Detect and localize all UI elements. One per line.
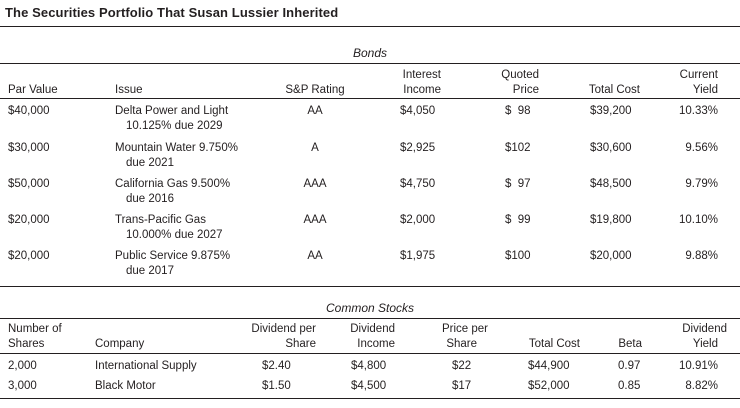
stock-dividend-income: $4,500	[351, 380, 387, 392]
bond-issue-detail: due 2016	[126, 193, 174, 205]
stocks-top-rule	[0, 318, 740, 319]
bond-issue-name: California Gas 9.500%	[115, 178, 231, 190]
bond-issue-name: Trans-Pacific Gas	[115, 214, 206, 226]
header-price-per: Price per	[441, 323, 488, 335]
header-stock-total-cost: Total Cost	[528, 338, 580, 350]
bond-current-yield: 9.79%	[685, 178, 718, 190]
header-dividend-yield-2: Yield	[692, 338, 718, 350]
bonds-bottom-rule	[0, 286, 740, 287]
stock-total-cost: $44,900	[528, 360, 570, 372]
stock-dividend-yield: 8.82%	[685, 380, 718, 392]
header-current: Current	[679, 69, 718, 81]
header-dividend-yield-1: Dividend	[682, 323, 727, 335]
stock-dividend-income: $4,800	[351, 360, 387, 372]
bond-rating: AA	[307, 250, 323, 262]
stock-price-per-share: $22	[452, 360, 472, 372]
stock-total-cost: $52,000	[528, 380, 570, 392]
header-income: Income	[403, 84, 441, 96]
stock-company: Black Motor	[95, 380, 156, 392]
title-rule	[0, 26, 740, 27]
header-price-per-share: Share	[446, 338, 477, 350]
stock-dividend-yield: 10.91%	[678, 360, 718, 372]
stock-company: International Supply	[95, 360, 197, 372]
bond-quoted-price: $ 97	[505, 178, 531, 190]
stock-beta: 0.97	[618, 360, 641, 372]
header-issue: Issue	[115, 84, 143, 96]
stocks-bottom-rule	[0, 398, 740, 399]
stocks-header-rule	[0, 353, 740, 354]
bond-par-value: $20,000	[8, 214, 50, 226]
bond-current-yield: 9.88%	[685, 250, 718, 262]
header-dividend-per-share: Share	[285, 338, 316, 350]
bond-par-value: $40,000	[8, 105, 50, 117]
header-interest: Interest	[402, 69, 441, 81]
bond-issue-name: Delta Power and Light	[115, 105, 229, 117]
header-shares: Shares	[8, 338, 45, 350]
header-sp-rating: S&P Rating	[285, 84, 345, 96]
bond-par-value: $20,000	[8, 250, 50, 262]
bond-quoted-price: $100	[505, 250, 531, 262]
bond-rating: AA	[307, 105, 323, 117]
header-dividend-per: Dividend per	[251, 323, 316, 335]
stocks-section-title: Common Stocks	[325, 301, 415, 315]
bond-issue-name: Mountain Water 9.750%	[115, 142, 238, 154]
bonds-section-title: Bonds	[352, 46, 388, 60]
stock-dividend-per-share: $2.40	[262, 360, 291, 372]
stock-beta: 0.85	[618, 380, 641, 392]
header-yield: Yield	[692, 84, 718, 96]
header-dividend: Dividend	[350, 323, 395, 335]
stock-shares: 2,000	[8, 360, 37, 372]
bonds-header-rule	[0, 98, 740, 99]
stock-price-per-share: $17	[452, 380, 472, 392]
bond-quoted-price: $ 98	[505, 105, 531, 117]
bond-interest-income: $1,975	[400, 250, 436, 262]
bond-rating: A	[311, 142, 319, 154]
stock-shares: 3,000	[8, 380, 37, 392]
bond-interest-income: $4,050	[400, 105, 436, 117]
bond-issue-detail: due 2021	[126, 157, 174, 169]
header-beta: Beta	[618, 338, 642, 350]
bond-total-cost: $30,600	[590, 142, 632, 154]
bond-rating: AAA	[303, 214, 327, 226]
bond-issue-name: Public Service 9.875%	[115, 250, 231, 262]
bond-par-value: $30,000	[8, 142, 50, 154]
header-number-of: Number of	[8, 323, 62, 335]
bond-current-yield: 10.33%	[678, 105, 718, 117]
page-title: The Securities Portfolio That Susan Luss…	[5, 5, 339, 20]
bond-interest-income: $2,000	[400, 214, 436, 226]
bond-issue-detail: 10.000% due 2027	[126, 229, 223, 241]
bond-total-cost: $48,500	[590, 178, 632, 190]
header-quoted: Quoted	[501, 69, 539, 81]
bond-issue-detail: 10.125% due 2029	[126, 120, 223, 132]
header-company: Company	[95, 338, 145, 350]
bond-interest-income: $4,750	[400, 178, 436, 190]
header-price: Price	[512, 84, 539, 96]
bonds-top-rule	[0, 63, 740, 64]
bond-quoted-price: $ 99	[505, 214, 531, 226]
bond-quoted-price: $102	[505, 142, 531, 154]
bond-current-yield: 9.56%	[685, 142, 718, 154]
bond-total-cost: $19,800	[590, 214, 632, 226]
header-total-cost: Total Cost	[588, 84, 640, 96]
header-dividend-income: Income	[357, 338, 395, 350]
stock-dividend-per-share: $1.50	[262, 380, 291, 392]
bond-par-value: $50,000	[8, 178, 50, 190]
header-par-value: Par Value	[8, 84, 58, 96]
bond-current-yield: 10.10%	[678, 214, 718, 226]
bond-rating: AAA	[303, 178, 327, 190]
bond-interest-income: $2,925	[400, 142, 436, 154]
bond-total-cost: $20,000	[590, 250, 632, 262]
bond-total-cost: $39,200	[590, 105, 632, 117]
bond-issue-detail: due 2017	[126, 265, 174, 277]
